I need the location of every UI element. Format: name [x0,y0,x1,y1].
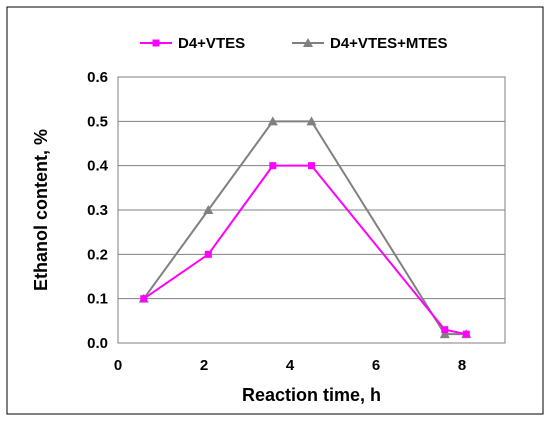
x-tick-label: 2 [200,357,208,374]
data-point [306,116,317,126]
data-point [203,205,214,214]
y-tick-label: 0.4 [87,158,109,175]
series-line [142,120,467,336]
data-point [269,162,277,170]
y-tick-label: 0.3 [87,202,108,219]
x-tick-label: 0 [114,357,122,374]
legend-marker [303,38,313,47]
y-tick-label: 0.6 [87,69,108,86]
data-point [439,329,450,339]
legend-marker [152,39,160,47]
data-point [140,295,148,303]
y-tick-label: 0.1 [87,291,108,308]
data-point [441,326,449,334]
legend-item: D4+VTES [140,35,245,52]
data-point [267,116,278,126]
legend-label: D4+VTES [178,35,245,52]
legend: D4+VTES D4+VTES+MTES [140,35,448,52]
x-axis-label: Reaction time, h [242,385,381,405]
y-tick-label: 0.0 [87,335,108,352]
y-tick-label: 0.2 [87,246,108,263]
series-group [138,116,472,339]
y-tick-label: 0.5 [87,113,108,130]
x-tick-label: 4 [286,357,295,374]
series-d4-vtes [140,162,470,338]
data-point [204,250,212,258]
y-axis-ticks: 0.0 0.1 0.2 0.3 0.4 0.5 0.6 [87,69,109,352]
plot-area-border [117,76,506,344]
x-tick-label: 8 [458,357,466,374]
data-point [308,162,315,170]
data-point [462,330,470,338]
x-tick-label: 6 [372,357,380,374]
y-axis-label: Ethanol content, % [31,129,51,291]
x-axis-ticks: 0 2 4 6 8 [114,357,466,374]
series-line [143,164,467,336]
legend-label: D4+VTES+MTES [330,35,448,52]
legend-item: D4+VTES+MTES [292,35,448,52]
